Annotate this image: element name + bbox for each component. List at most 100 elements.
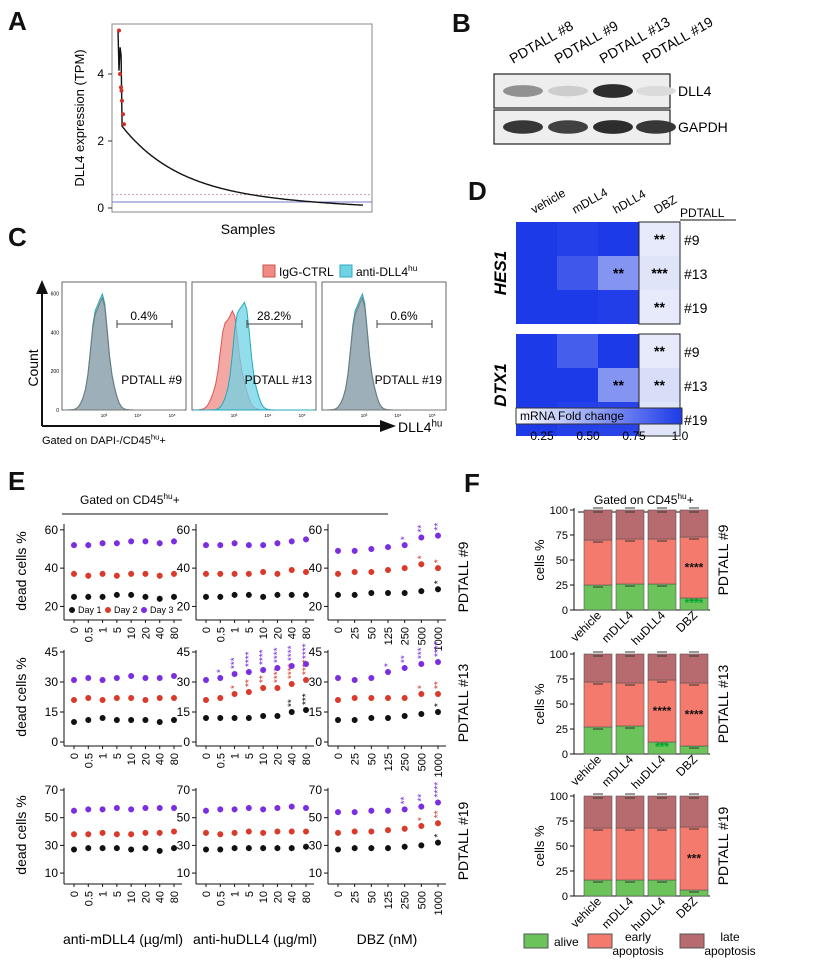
bar-late <box>679 653 709 684</box>
y-tick-label: 30 <box>177 838 191 852</box>
x-tick-label: 80 <box>301 891 313 903</box>
data-point-d3 <box>351 677 358 683</box>
significance-stars: * <box>215 669 226 673</box>
data-point-d3 <box>245 542 252 549</box>
data-point-d1 <box>71 846 77 853</box>
bar-late <box>583 509 613 541</box>
x-tick-label: 50 <box>366 891 378 903</box>
x-tick-label: 25 <box>350 753 362 765</box>
y-tick-label: 30 <box>45 675 59 689</box>
highlight-point <box>118 72 122 76</box>
x-tick-label: 10³ <box>101 413 108 418</box>
y-tick-label: 40 <box>45 561 59 575</box>
category-label: vehicle <box>568 608 605 645</box>
row-id: #9 <box>684 232 700 248</box>
data-point-d2 <box>217 831 224 838</box>
x-tick-label: 0.5 <box>83 753 95 768</box>
y-tick-label: 30 <box>177 675 191 689</box>
data-point-d1 <box>401 843 408 850</box>
data-point-d2 <box>385 827 391 834</box>
data-point-d2 <box>385 695 391 701</box>
x-tick-label: 1 <box>98 627 110 633</box>
significance-stars: **** <box>287 645 298 661</box>
panel-a-dll4-expression-plot: 0 2 4 DLL4 expression (TPM) Samples <box>72 23 373 237</box>
y-tick-label: 25 <box>556 866 568 878</box>
significance-stars: ** <box>433 810 444 818</box>
y-tick-label: 45 <box>45 645 59 659</box>
x-tick-label: 20 <box>140 753 152 765</box>
blot-band <box>593 120 633 134</box>
legend-label-anti: anti-DLL4hu <box>356 263 418 279</box>
row-id: #19 <box>684 412 708 428</box>
data-point-d1 <box>217 593 224 600</box>
data-point-d2 <box>335 697 341 703</box>
data-point-d2 <box>203 697 209 703</box>
heatmap-cell <box>557 368 598 402</box>
y-tick-label: 0 <box>315 735 322 749</box>
data-point-d2 <box>217 695 224 701</box>
y-tick-label: 30 <box>309 675 323 689</box>
x-tick-label: 0 <box>69 753 81 759</box>
x-tick-label: 10 <box>258 891 270 903</box>
data-point-d3 <box>85 675 92 681</box>
data-point-d1 <box>128 591 135 598</box>
x-tick-label: 1 <box>98 753 110 759</box>
data-point-d1 <box>128 846 135 853</box>
data-point-d1 <box>245 715 252 721</box>
significance-stars: * <box>433 703 444 707</box>
data-point-d2 <box>368 568 375 575</box>
data-point-d2 <box>203 570 209 577</box>
data-point-d3 <box>142 805 149 811</box>
legend-label: early <box>625 930 651 944</box>
data-point-d1 <box>401 590 408 597</box>
histogram-igg <box>64 296 184 411</box>
data-point-d1 <box>231 591 238 598</box>
y-tick-label: 0 <box>562 749 568 761</box>
data-point-d1 <box>171 717 177 723</box>
significance-stars: **** <box>433 641 444 657</box>
data-point-d3 <box>99 540 106 547</box>
x-tick-label: 0 <box>333 753 345 759</box>
x-tick-label: 500 <box>416 627 428 645</box>
significance-stars: * <box>400 536 411 540</box>
data-point-d2 <box>351 828 358 835</box>
data-point-d3 <box>335 675 341 681</box>
data-point-d3 <box>401 806 408 813</box>
data-point-d3 <box>368 675 375 681</box>
x-tick-label: 0 <box>201 753 213 759</box>
data-point-d3 <box>71 807 77 814</box>
data-point-d1 <box>156 847 163 854</box>
y-tick-label: 100 <box>550 505 568 517</box>
legend-label: apoptosis <box>704 944 755 958</box>
data-point-d2 <box>401 695 408 701</box>
data-point-d1 <box>288 591 295 598</box>
significance-stars: ** <box>433 523 444 531</box>
x-tick-label: 10 <box>126 627 138 639</box>
data-point-d2 <box>335 829 341 836</box>
data-point-d2 <box>385 567 391 574</box>
bar-late <box>679 509 709 538</box>
data-point-d1 <box>142 717 149 723</box>
legend-swatch-anti <box>339 264 353 278</box>
data-point-d3 <box>351 809 358 816</box>
x-tick-label: 10⁴ <box>265 413 272 418</box>
x-axis-label: anti-huDLL4 (µg/ml) <box>193 931 317 947</box>
data-point-d1 <box>368 845 375 852</box>
data-point-d1 <box>303 591 309 598</box>
dbz-outline <box>638 333 681 437</box>
data-point-d1 <box>99 845 106 852</box>
data-point-d1 <box>303 707 309 713</box>
heatmap-cell <box>516 290 557 324</box>
data-point-d2 <box>288 567 295 574</box>
data-point-d1 <box>385 715 391 721</box>
data-point-d2 <box>274 570 281 577</box>
bar-late <box>679 795 709 828</box>
highlight-point <box>121 112 125 117</box>
significance-stars: **** <box>258 649 269 665</box>
bar-early <box>679 682 709 747</box>
data-point-d1 <box>288 709 295 715</box>
highlight-point <box>119 88 124 93</box>
x-tick-label: 1 <box>230 627 242 633</box>
data-point-d2 <box>231 570 238 577</box>
heatmap-cell <box>557 290 598 324</box>
